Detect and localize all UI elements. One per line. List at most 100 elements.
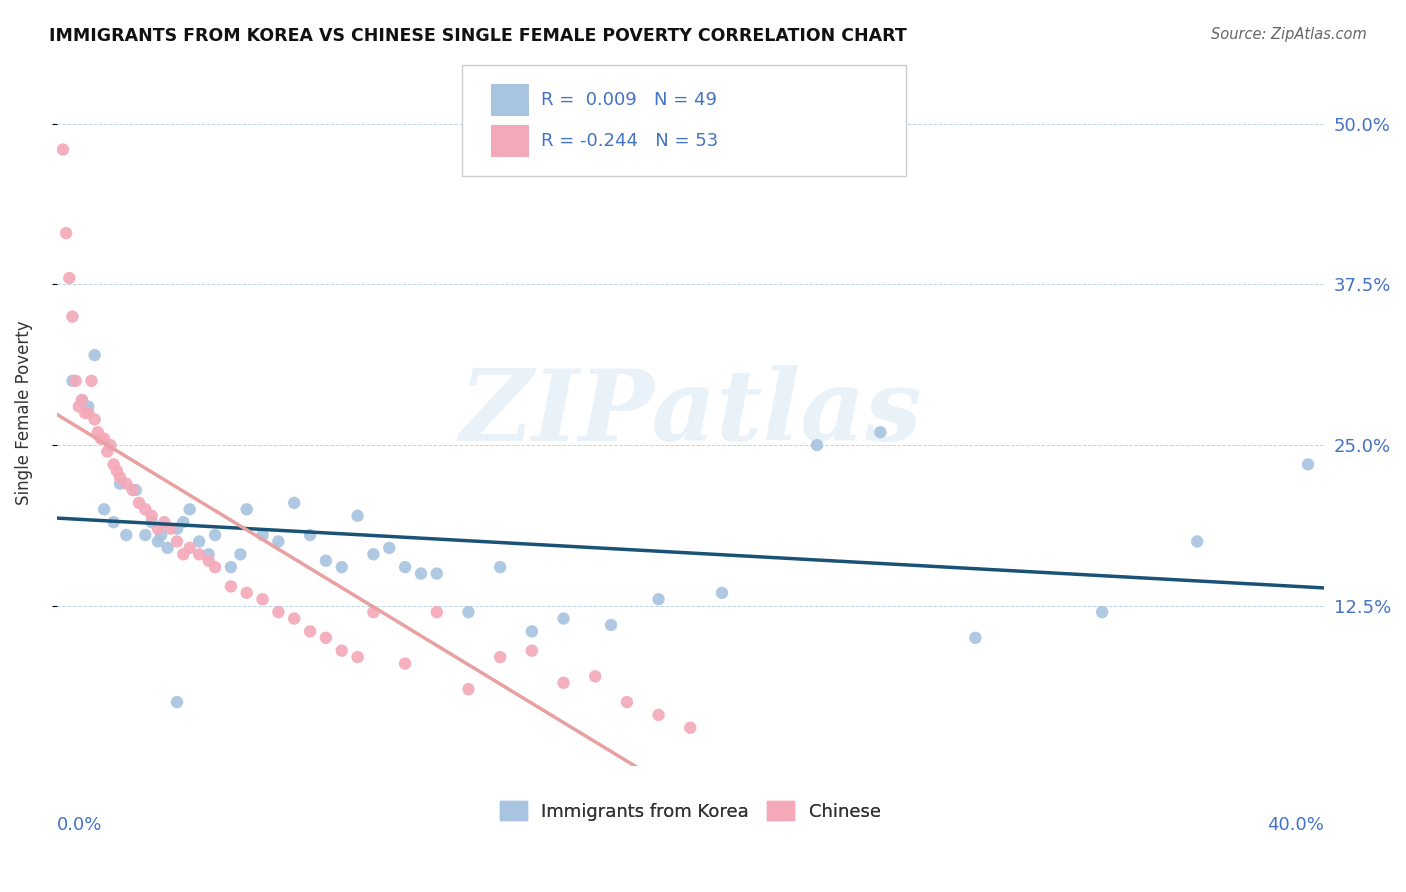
Point (299, 624, 322, 639)
FancyBboxPatch shape (491, 84, 529, 116)
Point (363, 547, 385, 561)
Point (520, 643, 543, 657)
Point (346, 650, 368, 665)
Point (83, 412, 105, 426)
Point (150, 528, 173, 542)
Point (197, 554, 219, 568)
Point (87, 425, 110, 440)
Point (188, 547, 211, 561)
Point (553, 675, 575, 690)
Point (90, 432, 112, 446)
Point (283, 496, 305, 510)
Point (115, 476, 138, 491)
Y-axis label: Single Female Poverty: Single Female Poverty (15, 320, 32, 505)
Point (80, 374, 103, 388)
Point (616, 695, 638, 709)
Legend: Immigrants from Korea, Chinese: Immigrants from Korea, Chinese (492, 794, 889, 828)
Point (346, 508, 368, 523)
Point (426, 605, 449, 619)
Point (252, 592, 274, 607)
Point (188, 534, 211, 549)
Point (58, 271, 80, 285)
Text: 0.0%: 0.0% (56, 816, 103, 834)
Point (83, 348, 105, 362)
Point (65, 374, 87, 388)
Point (70, 393, 93, 408)
Point (52, 143, 75, 157)
Point (219, 560, 242, 574)
Point (679, 721, 702, 735)
Point (1091, 605, 1114, 619)
Point (426, 566, 449, 581)
Point (179, 541, 201, 555)
Point (105, 464, 128, 478)
Point (100, 438, 122, 452)
Point (141, 508, 163, 523)
Point (125, 483, 148, 497)
Point (1185, 534, 1208, 549)
Point (394, 657, 416, 671)
Point (62, 310, 84, 324)
Point (55, 226, 77, 240)
Point (179, 502, 201, 516)
Point (409, 566, 432, 581)
Point (457, 605, 479, 619)
Point (583, 669, 606, 683)
Point (159, 522, 181, 536)
Point (103, 515, 125, 529)
Point (108, 470, 131, 484)
Point (363, 605, 385, 619)
Point (710, 586, 733, 600)
Point (166, 695, 188, 709)
Point (166, 534, 188, 549)
Point (553, 611, 575, 625)
Point (77, 400, 100, 414)
Point (394, 560, 416, 574)
Point (62, 374, 84, 388)
Point (141, 515, 163, 529)
Text: ZIPatlas: ZIPatlas (460, 365, 921, 461)
Point (489, 560, 512, 574)
Point (197, 547, 219, 561)
Point (103, 458, 125, 472)
Point (96, 444, 118, 458)
Point (806, 438, 828, 452)
Point (172, 515, 194, 529)
Point (330, 560, 353, 574)
Point (1296, 458, 1319, 472)
Text: R = -0.244   N = 53: R = -0.244 N = 53 (541, 132, 718, 150)
Point (134, 502, 156, 516)
Point (204, 560, 226, 574)
Point (75, 406, 97, 420)
Point (204, 528, 226, 542)
Point (121, 483, 143, 497)
Point (166, 522, 188, 536)
Point (156, 541, 179, 555)
Point (520, 624, 543, 639)
Point (283, 611, 305, 625)
Point (267, 605, 290, 619)
Point (315, 631, 337, 645)
Point (235, 586, 257, 600)
FancyBboxPatch shape (491, 125, 529, 157)
Point (489, 650, 512, 665)
Point (115, 528, 138, 542)
Point (229, 547, 252, 561)
Point (70, 393, 93, 408)
Point (315, 554, 337, 568)
Point (146, 522, 169, 536)
Point (330, 643, 353, 657)
Point (299, 528, 322, 542)
Point (252, 528, 274, 542)
Point (77, 406, 100, 420)
Point (128, 496, 150, 510)
Point (600, 618, 623, 632)
Point (647, 707, 669, 722)
Text: Source: ZipAtlas.com: Source: ZipAtlas.com (1211, 27, 1367, 42)
Point (235, 502, 257, 516)
Point (153, 515, 176, 529)
Point (93, 502, 115, 516)
Point (457, 682, 479, 697)
Point (146, 534, 169, 549)
Point (647, 592, 669, 607)
